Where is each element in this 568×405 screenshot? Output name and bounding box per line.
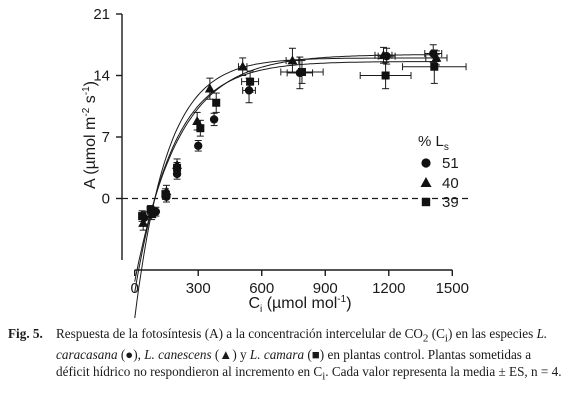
legend-title: % Ls xyxy=(418,133,449,153)
data-point-triangle xyxy=(378,50,389,60)
fit-curve-square xyxy=(134,61,440,293)
data-point-circle xyxy=(244,86,254,95)
y-axis-label-end: ) xyxy=(82,81,99,86)
data-point-square xyxy=(246,77,255,86)
legend: % Ls 51 40 39 xyxy=(418,133,459,211)
data-point-square xyxy=(138,212,147,221)
y-axis-label-mid: s xyxy=(82,95,99,107)
caption-part: (C xyxy=(428,326,445,341)
x-tick-label: 600 xyxy=(249,280,274,297)
x-axis-label-sub: i xyxy=(260,304,262,315)
caption-text: Respuesta de la fotosíntesis (A) a la co… xyxy=(56,326,564,385)
data-point-square xyxy=(430,62,439,71)
data-point-triangle xyxy=(204,83,215,93)
data-point-square xyxy=(196,124,205,133)
y-tick-label: 7 xyxy=(102,129,110,146)
caption-sub: 2 xyxy=(422,332,429,345)
x-axis-label-rest: (µmol mol xyxy=(262,295,337,312)
x-tick-label: 0 xyxy=(131,280,139,297)
x-axis-label: Ci (µmol mol-1) xyxy=(248,294,351,315)
data-point-circle xyxy=(209,115,219,124)
legend-title-main: % L xyxy=(418,133,444,150)
caption-part: (●), xyxy=(117,347,145,363)
y-tick-label: 21 xyxy=(93,6,110,23)
x-tick-label: 900 xyxy=(313,280,338,297)
data-point-triangle xyxy=(431,52,442,62)
data-point-triangle xyxy=(237,61,248,71)
legend-marker-triangle xyxy=(420,177,432,187)
y-axis-label-exp1: -2 xyxy=(81,107,92,116)
caption-sub: i xyxy=(444,332,448,345)
data-point-square xyxy=(297,67,306,76)
caption-part: ) en las especies xyxy=(447,326,537,341)
legend-title-sub: s xyxy=(444,142,449,153)
legend-label-51: 51 xyxy=(442,155,459,172)
legend-marker-circle xyxy=(421,158,431,168)
x-tick-label: 1200 xyxy=(372,280,405,297)
data-point-square xyxy=(161,190,170,199)
data-point-triangle xyxy=(138,217,149,227)
data-point-circle xyxy=(172,169,182,179)
caption-part: (■) en plantas control. Plantas sometida… xyxy=(56,347,532,379)
caption-part: (▲) y xyxy=(211,347,250,363)
y-axis-label-main: A (µmol m xyxy=(82,117,99,189)
data-point-square xyxy=(173,163,182,172)
data-point-triangle xyxy=(192,115,203,125)
x-axis-label-exp: -1 xyxy=(337,294,346,305)
y-tick-label: 14 xyxy=(93,68,110,85)
legend-marker-square xyxy=(421,197,431,207)
data-point-triangle xyxy=(287,55,298,65)
data-point-square xyxy=(381,71,390,80)
x-tick-label: 1500 xyxy=(436,280,469,297)
fit-curve-triangle xyxy=(134,57,440,318)
data-point-square xyxy=(212,98,221,107)
x-axis-label-end: ) xyxy=(346,295,351,312)
data-markers xyxy=(138,49,442,227)
axes: 0 7 14 21 0 300 600 900 1200 1500 xyxy=(93,6,469,297)
x-tick-label: 300 xyxy=(186,280,211,297)
data-point-circle xyxy=(194,141,203,150)
data-point-square xyxy=(146,205,155,214)
species-caracasana: L. caracasana xyxy=(56,326,548,363)
fitted-curves xyxy=(134,54,440,318)
legend-label-40: 40 xyxy=(442,175,459,192)
caption-block: Fig. 5. Respuesta de la fotosíntesis (A)… xyxy=(8,326,564,385)
y-axis-label-exp2: -1 xyxy=(81,86,92,95)
x-axis-label-main: C xyxy=(248,295,260,312)
figure-number: Fig. 5. xyxy=(8,326,43,341)
y-tick-label: 0 xyxy=(102,191,110,208)
y-axis-label: A (µmol m-2 s-1) xyxy=(81,81,99,189)
caption-part: Respuesta de la fotosíntesis (A) a la co… xyxy=(56,326,423,341)
species-camara: L. camara xyxy=(249,347,305,363)
caption-part: . Cada valor representa la media ± ES, n… xyxy=(325,363,562,379)
legend-label-39: 39 xyxy=(442,194,459,211)
caption-sub: i xyxy=(322,370,326,383)
figure-caption: Fig. 5. Respuesta de la fotosíntesis (A)… xyxy=(8,326,564,385)
species-canescens: L. canescens xyxy=(144,347,212,363)
